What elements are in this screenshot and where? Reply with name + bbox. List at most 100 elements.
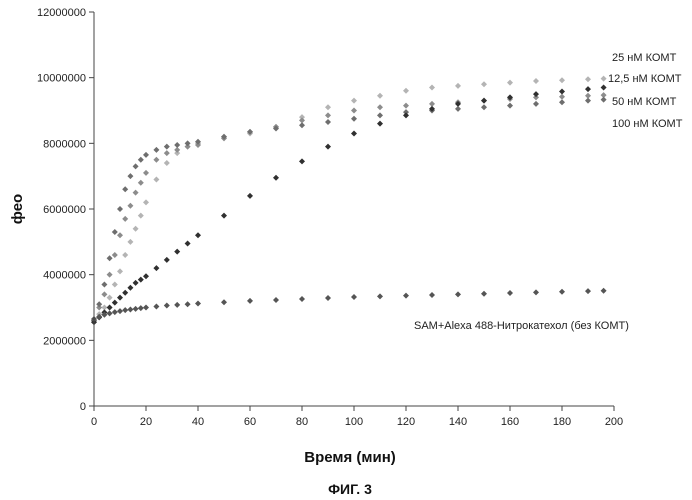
data-point [163,150,170,157]
data-point [455,100,461,107]
data-point [455,105,461,112]
data-point [351,293,357,300]
data-point [600,84,607,91]
y-tick-label: 12000000 [37,7,86,19]
x-tick-label: 0 [91,416,97,428]
data-point [122,186,129,193]
data-point [137,156,144,163]
data-point [600,92,607,99]
data-point [507,102,513,109]
data-point [600,96,607,103]
data-point [101,311,108,318]
x-tick-label: 160 [501,416,519,428]
data-point [221,299,227,306]
data-point [351,130,357,137]
y-tick-label: 10000000 [37,73,86,85]
data-point [195,138,201,145]
data-point [117,206,123,212]
data-point [559,99,565,106]
data-point [481,97,487,104]
x-axis-title: Время (мин) [304,449,396,466]
data-point [273,125,279,132]
data-point [137,212,144,219]
data-point [351,107,357,114]
data-point [195,300,201,307]
data-point [96,304,103,311]
data-point [377,120,383,127]
data-point [143,169,149,176]
data-point [195,232,201,239]
series-1 [91,92,607,324]
data-point [117,308,123,315]
data-point [403,87,409,94]
data-point [377,293,383,300]
data-point [153,303,160,310]
data-point [481,81,487,88]
data-point [273,174,279,181]
data-point [143,151,149,158]
series-label-12-5nm: 12,5 нМ КОМТ [608,73,682,85]
data-point [221,133,227,140]
data-point [127,284,134,291]
figure-caption: ФИГ. 3 [328,481,372,497]
data-point [533,77,539,84]
data-point [325,112,331,119]
series-label-no-comt: SAM+Alexa 488-Нитрокатехол (без КОМТ) [414,320,629,332]
data-point [600,75,607,82]
data-point [184,301,191,308]
data-point [117,232,123,239]
data-point [127,173,134,180]
data-point [137,276,144,283]
data-point [184,240,191,247]
data-point [325,294,331,301]
data-point [325,104,331,111]
data-point [101,304,108,311]
data-point [184,140,191,147]
data-point [184,143,191,150]
y-tick-label: 8000000 [43,138,86,150]
data-point [559,88,565,95]
y-tick-label: 4000000 [43,270,86,282]
data-point [507,290,513,297]
data-point [299,122,305,129]
data-point [122,215,129,222]
data-point [174,248,181,255]
data-point [507,79,513,86]
data-point [106,271,113,278]
x-tick-label: 20 [140,416,152,428]
data-point [559,77,565,84]
series-label-50nm: 50 нМ КОМТ [612,96,677,108]
data-point [481,290,487,297]
data-point [132,279,139,286]
data-point [127,202,134,209]
data-point [533,91,539,98]
data-point [585,97,591,104]
data-point [247,297,253,304]
data-point [299,117,305,124]
data-point [585,92,591,99]
data-point [111,251,118,258]
data-point [137,305,144,312]
series-2 [91,96,607,324]
data-point [174,146,181,153]
data-point [153,265,160,272]
data-point [429,84,435,91]
data-point [111,228,118,235]
data-point [429,292,435,299]
data-point [163,256,170,263]
y-tick-label: 0 [80,401,86,413]
data-point [111,309,118,316]
series-0 [91,75,607,324]
data-point [533,100,539,107]
data-point [163,302,170,309]
data-point [325,143,331,150]
data-point [163,160,170,167]
data-point [122,307,129,314]
x-axis-ticks: 0 20 40 60 80 100 120 140 160 180 200 [91,406,623,428]
data-point [481,104,487,111]
data-point [122,251,129,258]
data-point [117,268,123,275]
data-point [143,273,149,280]
data-point [153,176,160,183]
data-point [106,294,113,301]
